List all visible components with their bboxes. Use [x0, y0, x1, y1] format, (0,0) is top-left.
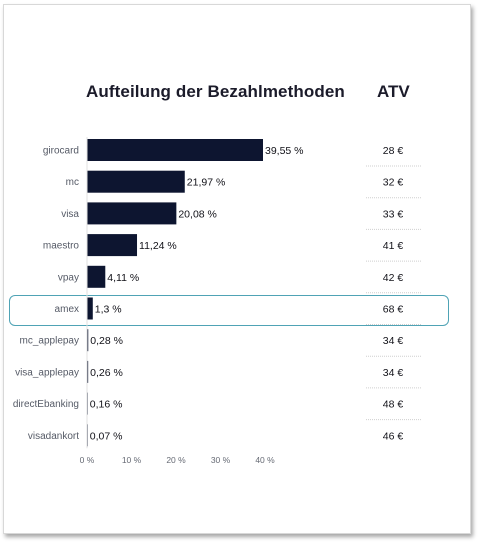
value-label-visa: 20,08 % [178, 208, 217, 220]
value-label-vpay: 4,11 % [107, 272, 139, 284]
value-label-amex: 1,3 % [95, 304, 122, 316]
category-label-maestro: maestro [43, 241, 80, 252]
value-label-maestro: 11,24 % [139, 240, 177, 252]
bar-vpay [87, 265, 106, 288]
x-tick-label: 0 % [80, 455, 95, 465]
category-label-visa: visa [61, 209, 79, 220]
atv-value-girocard: 28 € [383, 145, 404, 157]
bar-mc-applepay [87, 329, 89, 352]
category-label-amex: amex [55, 304, 79, 315]
value-label-mc: 21,97 % [187, 177, 226, 189]
chart-title: Aufteilung der Bezahlmethoden [86, 82, 345, 101]
atv-value-amex: 68 € [383, 304, 404, 316]
value-label-visadankort: 0,07 % [90, 430, 123, 442]
category-label-directebanking: directEbanking [13, 399, 79, 410]
x-tick-label: 40 % [255, 455, 275, 465]
bar-visa-applepay [87, 360, 89, 383]
value-label-mc-applepay: 0,28 % [90, 335, 123, 347]
atv-value-visa: 33 € [383, 208, 404, 220]
bar-amex [87, 297, 93, 320]
value-label-directebanking: 0,16 % [90, 399, 123, 411]
value-label-girocard: 39,55 % [265, 145, 304, 157]
value-label-visa-applepay: 0,26 % [90, 367, 123, 379]
category-label-visadankort: visadankort [28, 431, 79, 442]
bar-mc [87, 170, 185, 193]
category-label-mc-applepay: mc_applepay [20, 336, 79, 347]
highlighted-row-amex[interactable] [9, 295, 449, 326]
category-label-vpay: vpay [58, 272, 79, 283]
category-label-mc: mc [66, 177, 79, 188]
atv-value-visadankort: 46 € [383, 430, 404, 442]
x-tick-label: 10 % [122, 455, 142, 465]
atv-value-vpay: 42 € [383, 272, 404, 284]
atv-value-visa-applepay: 34 € [383, 367, 404, 379]
atv-value-mc-applepay: 34 € [383, 335, 404, 347]
atv-value-maestro: 41 € [383, 240, 404, 252]
x-tick-label: 20 % [166, 455, 186, 465]
category-label-girocard: girocard [43, 146, 79, 157]
x-tick-label: 30 % [211, 455, 231, 465]
category-label-visa-applepay: visa_applepay [15, 367, 79, 378]
atv-column-title: ATV [377, 82, 410, 101]
bar-girocard [87, 139, 263, 161]
chart-card [3, 4, 471, 534]
atv-value-mc: 32 € [383, 177, 404, 189]
bar-visa [87, 202, 177, 225]
bar-maestro [87, 234, 138, 257]
atv-value-directebanking: 48 € [383, 399, 404, 411]
